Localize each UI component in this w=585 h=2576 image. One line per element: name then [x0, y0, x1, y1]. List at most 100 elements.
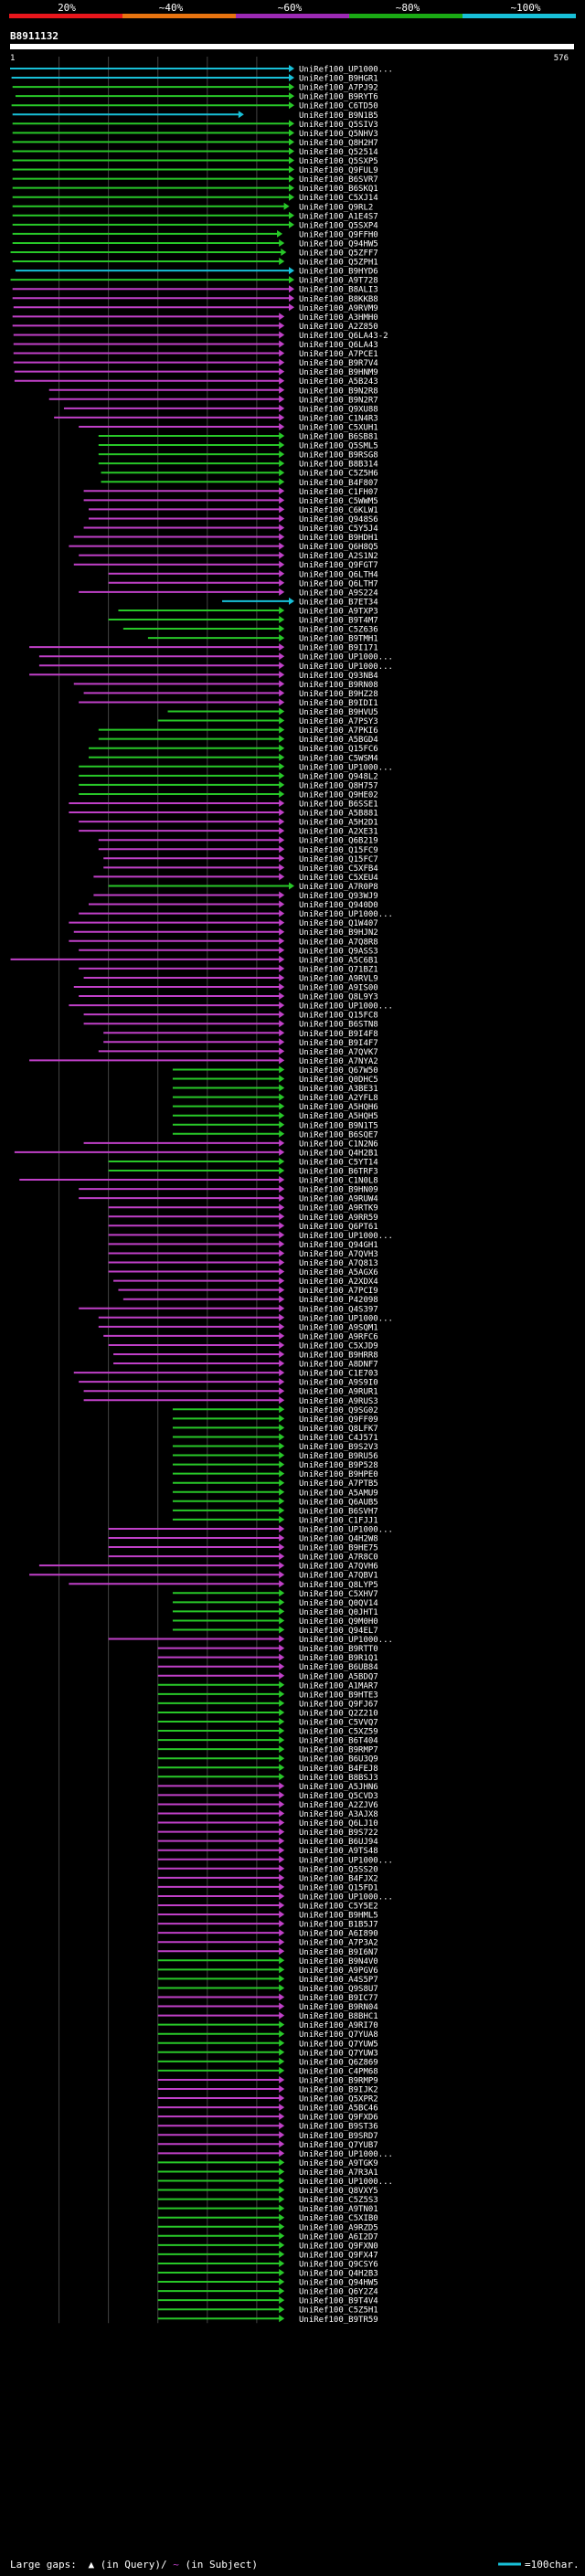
hit-label[interactable]: UniRef100_C5XUH1	[299, 423, 378, 432]
hit-label[interactable]: UniRef100_A9TS48	[299, 1847, 378, 1856]
hit-row[interactable]: UniRef100_C5XFB4	[103, 864, 378, 874]
hit-label[interactable]: UniRef100_C5XJ14	[299, 194, 378, 203]
hit-row[interactable]: UniRef100_Q5ZPH1	[12, 258, 378, 268]
hit-row[interactable]: UniRef100_Q4H2W8	[108, 1534, 378, 1544]
hit-label[interactable]: UniRef100_B4F807	[299, 479, 378, 488]
hit-label[interactable]: UniRef100_B9S2V3	[299, 1443, 378, 1452]
hit-row[interactable]: UniRef100_A5AGX6	[108, 1267, 378, 1278]
hit-label[interactable]: UniRef100_B6SVH7	[299, 1507, 378, 1516]
hit-label[interactable]: UniRef100_A9RVL9	[299, 974, 378, 983]
hit-row[interactable]: UniRef100_B9TMH1	[147, 634, 378, 644]
hit-label[interactable]: UniRef100_C1E703	[299, 1370, 378, 1379]
hit-label[interactable]: UniRef100_A9RVM9	[299, 304, 378, 313]
hit-row[interactable]: UniRef100_B6TRF3	[108, 1167, 378, 1177]
hit-label[interactable]: UniRef100_Q948L2	[299, 772, 378, 781]
hit-row[interactable]: UniRef100_A9RUR1	[83, 1387, 378, 1397]
hit-label[interactable]: UniRef100_A9TGK9	[299, 2159, 378, 2168]
hit-label[interactable]: UniRef100_Q8L9Y3	[299, 993, 378, 1002]
hit-label[interactable]: UniRef100_C1N2N6	[299, 1140, 378, 1149]
hit-row[interactable]: UniRef100_Q93WJ9	[93, 891, 378, 902]
hit-row[interactable]: UniRef100_A3BE31	[172, 1084, 378, 1095]
hit-label[interactable]: UniRef100_C5WWM5	[299, 497, 378, 506]
hit-row[interactable]: UniRef100_B6U3Q9	[157, 1754, 378, 1765]
hit-label[interactable]: UniRef100_B9HGR1	[299, 75, 378, 84]
hit-row[interactable]: UniRef100_B9S2V3	[172, 1442, 378, 1453]
hit-row[interactable]: UniRef100_Q93NB4	[29, 671, 378, 681]
hit-row[interactable]: UniRef100_B4F807	[101, 478, 378, 488]
hit-row[interactable]: UniRef100_Q6LA43-2	[13, 331, 388, 341]
hit-row[interactable]: UniRef100_B9I4F8	[103, 1029, 378, 1039]
hit-label[interactable]: UniRef100_A9IS00	[299, 984, 378, 993]
hit-row[interactable]: UniRef100_B4FJX2	[157, 1873, 378, 1884]
hit-label[interactable]: UniRef100_Q7YUA8	[299, 2030, 378, 2040]
hit-row[interactable]: UniRef100_B9N4V0	[157, 1956, 378, 1966]
hit-row[interactable]: UniRef100_Q4H2B3	[157, 2269, 378, 2279]
hit-label[interactable]: UniRef100_Q5ZPH1	[299, 259, 378, 268]
hit-row[interactable]: UniRef100_Q9SG02	[172, 1405, 378, 1415]
hit-label[interactable]: UniRef100_B9HE75	[299, 1544, 378, 1553]
hit-row[interactable]: UniRef100_Q5SXP4	[12, 220, 378, 231]
hit-label[interactable]: UniRef100_Q4H2W8	[299, 1535, 378, 1544]
hit-row[interactable]: UniRef100_Q5NHV3	[12, 129, 378, 139]
hit-label[interactable]: UniRef100_B8ALI3	[299, 286, 378, 295]
hit-label[interactable]: UniRef100_A7NYA2	[299, 1057, 378, 1066]
hit-label[interactable]: UniRef100_A4S5P7	[299, 1976, 378, 1985]
hit-label[interactable]: UniRef100_B4FEJ8	[299, 1765, 378, 1774]
hit-row[interactable]: UniRef100_A5AMU9	[172, 1488, 378, 1499]
hit-row[interactable]: UniRef100_B8B314	[98, 460, 378, 470]
hit-label[interactable]: UniRef100_A9S9I0	[299, 1379, 378, 1388]
hit-label[interactable]: UniRef100_B9N1B5	[299, 111, 378, 121]
hit-label[interactable]: UniRef100_Q67W50	[299, 1066, 378, 1076]
hit-row[interactable]: UniRef100_A7PJ92	[12, 83, 378, 93]
hit-label[interactable]: UniRef100_Q6LTH7	[299, 579, 378, 588]
hit-row[interactable]: UniRef100_Q6PT61	[108, 1222, 378, 1232]
hit-row[interactable]: UniRef100_Q6H8Q5	[69, 542, 378, 553]
hit-row[interactable]: UniRef100_B9N1T5	[172, 1120, 378, 1131]
hit-label[interactable]: UniRef100_Q5SIV3	[299, 121, 378, 130]
hit-label[interactable]: UniRef100_UP1000...	[299, 1314, 393, 1323]
hit-row[interactable]: UniRef100_B6STN8	[83, 1020, 378, 1030]
hit-label[interactable]: UniRef100_Q6Z869	[299, 2058, 378, 2067]
hit-label[interactable]: UniRef100_C5XJD9	[299, 1341, 378, 1351]
hit-row[interactable]: UniRef100_Q8LYP5	[69, 1580, 378, 1590]
hit-row[interactable]: UniRef100_B9HGR1	[11, 74, 378, 84]
hit-label[interactable]: UniRef100_Q94HW5	[299, 2279, 378, 2288]
hit-row[interactable]: UniRef100_A7R0P8	[108, 882, 378, 892]
hit-label[interactable]: UniRef100_C5Y5J4	[299, 525, 378, 534]
hit-label[interactable]: UniRef100_C5Z5H6	[299, 470, 378, 479]
hit-row[interactable]: UniRef100_C5XZ59	[157, 1727, 378, 1737]
hit-row[interactable]: UniRef100_C5Z636	[122, 625, 378, 635]
hit-row[interactable]: UniRef100_B9HPE0	[172, 1469, 378, 1480]
hit-label[interactable]: UniRef100_B8BSJ3	[299, 1774, 378, 1783]
hit-label[interactable]: UniRef100_A9RUW4	[299, 1195, 378, 1204]
hit-label[interactable]: UniRef100_B9I171	[299, 644, 378, 653]
hit-row[interactable]: UniRef100_Q6Z869	[157, 2057, 378, 2068]
hit-row[interactable]: UniRef100_Q5SXP5	[12, 156, 378, 167]
hit-label[interactable]: UniRef100_UP1000...	[299, 1002, 393, 1012]
hit-row[interactable]: UniRef100_Q94EL7	[172, 1626, 378, 1637]
hit-row[interactable]: UniRef100_A7QVH3	[108, 1249, 378, 1259]
hit-row[interactable]: UniRef100_A7QVH6	[38, 1562, 378, 1572]
hit-label[interactable]: UniRef100_A7QVH3	[299, 1250, 378, 1259]
hit-row[interactable]: UniRef100_Q9HE02	[79, 790, 378, 800]
hit-row[interactable]: UniRef100_Q8VXY5	[157, 2186, 378, 2197]
hit-row[interactable]: UniRef100_Q9FFH0	[12, 229, 378, 240]
hit-label[interactable]: UniRef100_C5Z5S3	[299, 2196, 378, 2205]
hit-row[interactable]: UniRef100_B9HRR8	[113, 1351, 378, 1361]
hit-row[interactable]: UniRef100_Q52514	[12, 147, 378, 157]
hit-label[interactable]: UniRef100_UP1000...	[299, 910, 393, 919]
hit-row[interactable]: UniRef100_B6T404	[157, 1736, 378, 1746]
hit-row[interactable]: UniRef100_C5Z5S3	[157, 2195, 378, 2206]
hit-row[interactable]: UniRef100_B9TR59	[157, 2315, 378, 2325]
hit-row[interactable]: UniRef100_Q6B219	[98, 836, 378, 846]
hit-label[interactable]: UniRef100_Q6LJ10	[299, 1819, 378, 1829]
hit-row[interactable]: UniRef100_C5Y5E2	[157, 1902, 378, 1912]
hit-label[interactable]: UniRef100_B9RN04	[299, 2003, 378, 2012]
hit-row[interactable]: UniRef100_A2XE31	[79, 827, 378, 837]
hit-row[interactable]: UniRef100_Q94GH1	[108, 1240, 378, 1250]
hit-label[interactable]: UniRef100_A9RI70	[299, 2021, 378, 2030]
hit-row[interactable]: UniRef100_A5HQH6	[172, 1102, 378, 1113]
hit-label[interactable]: UniRef100_B9T4V4	[299, 2297, 378, 2306]
hit-row[interactable]: UniRef100_B8ALI3	[12, 285, 378, 295]
hit-row[interactable]: UniRef100_C5XHV7	[172, 1589, 378, 1599]
